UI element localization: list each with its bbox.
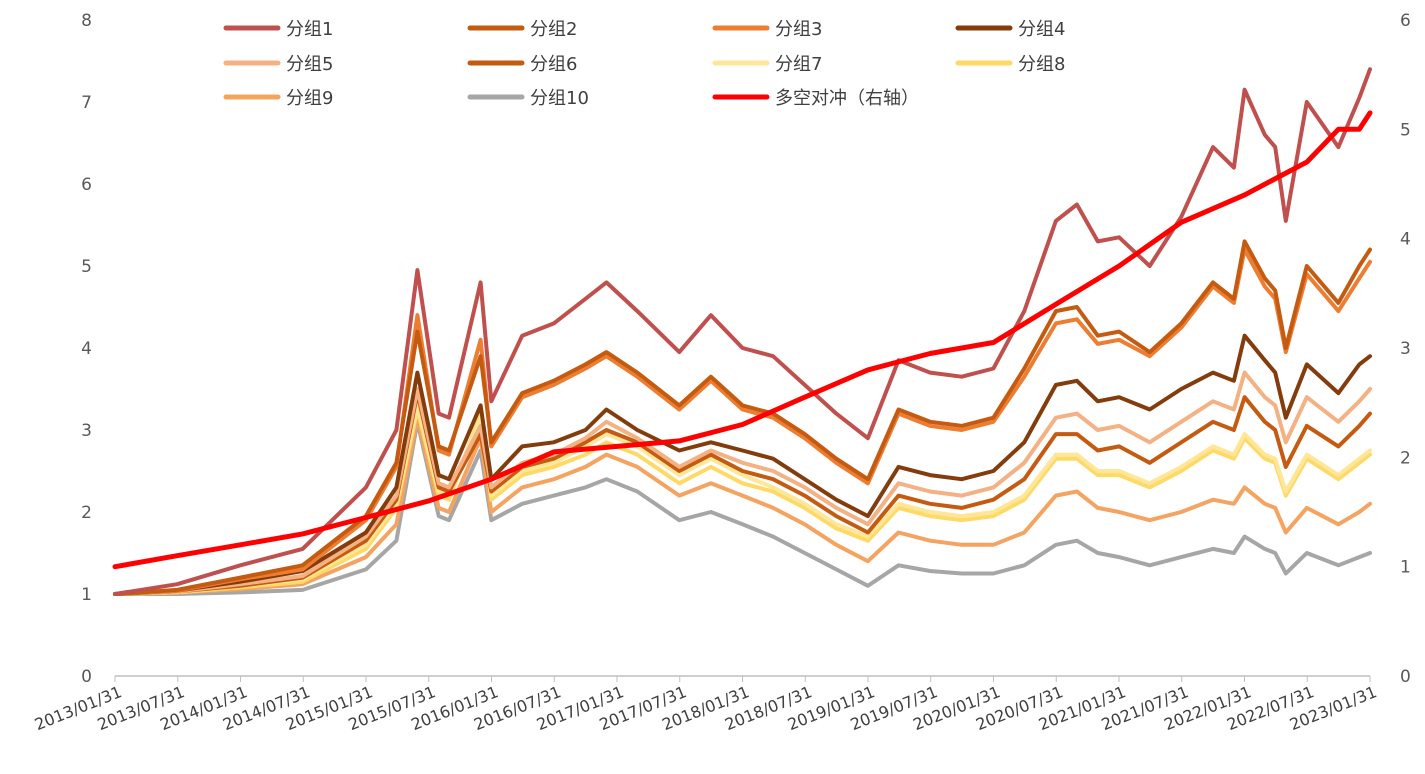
legend-label: 分组8 [1018, 54, 1065, 75]
legend-label: 分组1 [286, 19, 333, 40]
y-left-tick-label: 3 [81, 421, 92, 441]
series-line-5 [113, 370, 1372, 596]
y-left-tick-label: 2 [81, 503, 92, 523]
series-line-4 [113, 333, 1372, 596]
y-left-tick-label: 4 [81, 339, 92, 359]
y-left-tick-label: 5 [81, 257, 92, 277]
legend-label: 分组2 [530, 19, 577, 40]
series-line-6 [113, 391, 1372, 596]
y-right-tick-label: 4 [1400, 230, 1411, 250]
legend-label: 分组5 [286, 54, 333, 75]
series-line-2 [113, 239, 1372, 596]
legend-label: 分组9 [286, 88, 333, 109]
y-right-tick-label: 1 [1400, 558, 1411, 578]
legend-label: 分组6 [530, 54, 577, 75]
y-right-tick-label: 6 [1400, 11, 1411, 31]
y-left-tick-label: 8 [81, 11, 92, 31]
legend-label: 多空对冲（右轴） [775, 88, 919, 109]
series-line-11 [112, 110, 1373, 570]
y-left-tick-label: 7 [81, 93, 92, 113]
series-line-1 [113, 67, 1372, 596]
legend-label: 分组3 [775, 19, 822, 40]
y-right-tick-label: 3 [1400, 339, 1411, 359]
legend-label: 分组7 [775, 54, 822, 75]
legend-label: 分组10 [530, 88, 589, 109]
y-right-tick-label: 5 [1400, 120, 1411, 140]
y-left-tick-label: 0 [81, 667, 92, 687]
series-line-7 [113, 403, 1372, 596]
y-right-tick-label: 2 [1400, 448, 1411, 468]
series-line-9 [113, 415, 1372, 596]
legend-label: 分组4 [1018, 19, 1065, 40]
series-line-10 [113, 419, 1372, 596]
y-right-tick-label: 0 [1400, 667, 1411, 687]
y-left-tick-label: 6 [81, 175, 92, 195]
y-left-tick-label: 1 [81, 585, 92, 605]
